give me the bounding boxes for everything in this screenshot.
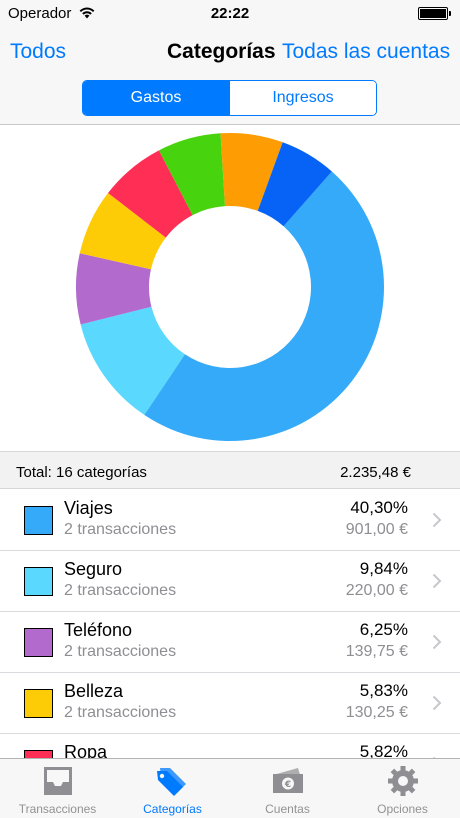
page-title: Categorías [167, 40, 276, 63]
carrier-label: Operador [8, 5, 72, 22]
chevron-right-icon [432, 512, 442, 528]
clock: 22:22 [210, 5, 250, 22]
total-amount: 2.235,48 € [340, 464, 411, 481]
chevron-right-icon [432, 634, 442, 650]
category-color-swatch [24, 628, 53, 657]
tags-icon [156, 768, 186, 796]
category-color-swatch [24, 750, 53, 758]
status-bar: Operador 22:22 [0, 0, 460, 28]
category-transaction-count: 2 transacciones [64, 643, 177, 660]
category-name: Viajes [64, 498, 113, 518]
tab-transactions-label: Transacciones [18, 802, 97, 816]
segment-expenses[interactable]: Gastos [83, 81, 229, 115]
all-button[interactable]: Todos [10, 40, 67, 63]
category-transaction-count: 2 transacciones [64, 521, 177, 538]
donut-slice-4[interactable] [108, 150, 193, 238]
category-amount: 130,25 € [345, 704, 408, 721]
category-color-swatch [24, 506, 53, 535]
category-list: Viajes 2 transacciones 40,30% 901,00 € S… [0, 490, 460, 758]
navigation-bar: Todos Categorías Todas las cuentas Gasto… [0, 28, 460, 125]
chevron-right-icon [432, 695, 442, 711]
donut-slice-7[interactable] [257, 142, 332, 227]
category-percentage: 6,25% [359, 620, 408, 639]
donut-chart-svg [76, 133, 384, 442]
tab-accounts[interactable]: € Cuentas [230, 759, 345, 818]
category-row[interactable]: Teléfono 2 transacciones 6,25% 139,75 € [0, 612, 460, 673]
tray-icon [43, 767, 72, 795]
gear-icon [387, 766, 418, 796]
donut-slice-0[interactable] [144, 171, 384, 442]
svg-text:€: € [283, 780, 290, 790]
category-percentage: 9,84% [359, 559, 408, 578]
category-percentage: 5,83% [359, 681, 408, 700]
category-row[interactable]: Ropa 5,82% [0, 734, 460, 758]
category-row[interactable]: Belleza 2 transacciones 5,83% 130,25 € [0, 673, 460, 734]
category-percentage: 40,30% [350, 498, 408, 517]
category-transaction-count: 2 transacciones [64, 582, 177, 599]
category-name: Teléfono [64, 620, 133, 640]
tab-categories-label: Categorías [143, 802, 202, 816]
category-percentage: 5,82% [359, 742, 408, 758]
category-color-swatch [24, 567, 53, 596]
segment-income[interactable]: Ingresos [229, 81, 376, 115]
category-name: Ropa [64, 742, 108, 758]
type-segmented-control: Gastos Ingresos [82, 80, 377, 116]
donut-slice-5[interactable] [158, 133, 226, 216]
tab-transactions[interactable]: Transacciones [0, 759, 115, 818]
chevron-right-icon [432, 573, 442, 589]
donut-slice-1[interactable] [80, 306, 185, 415]
tab-accounts-label: Cuentas [265, 802, 310, 816]
tab-categories[interactable]: Categorías [115, 759, 230, 818]
category-amount: 139,75 € [345, 643, 408, 660]
tab-options[interactable]: Opciones [345, 759, 460, 818]
category-donut-chart [0, 126, 460, 450]
donut-slice-2[interactable] [76, 253, 152, 325]
category-name: Seguro [64, 559, 123, 579]
category-row[interactable]: Seguro 2 transacciones 9,84% 220,00 € [0, 551, 460, 612]
category-amount: 220,00 € [345, 582, 408, 599]
total-summary: Total: 16 categorías 2.235,48 € [0, 451, 460, 489]
donut-slice-3[interactable] [79, 193, 166, 270]
category-transaction-count: 2 transacciones [64, 704, 177, 721]
category-row[interactable]: Viajes 2 transacciones 40,30% 901,00 € [0, 490, 460, 551]
donut-slice-6[interactable] [220, 133, 283, 211]
tab-bar: Transacciones Categorías € Cuentas [0, 758, 460, 818]
category-name: Belleza [64, 681, 124, 701]
battery-icon [418, 7, 451, 20]
total-categories-label: Total: 16 categorías [16, 464, 147, 481]
wifi-icon [79, 7, 95, 19]
tab-options-label: Opciones [377, 802, 428, 816]
all-accounts-button[interactable]: Todas las cuentas [282, 40, 451, 63]
category-amount: 901,00 € [345, 521, 408, 538]
money-icon: € [272, 768, 303, 793]
category-color-swatch [24, 689, 53, 718]
